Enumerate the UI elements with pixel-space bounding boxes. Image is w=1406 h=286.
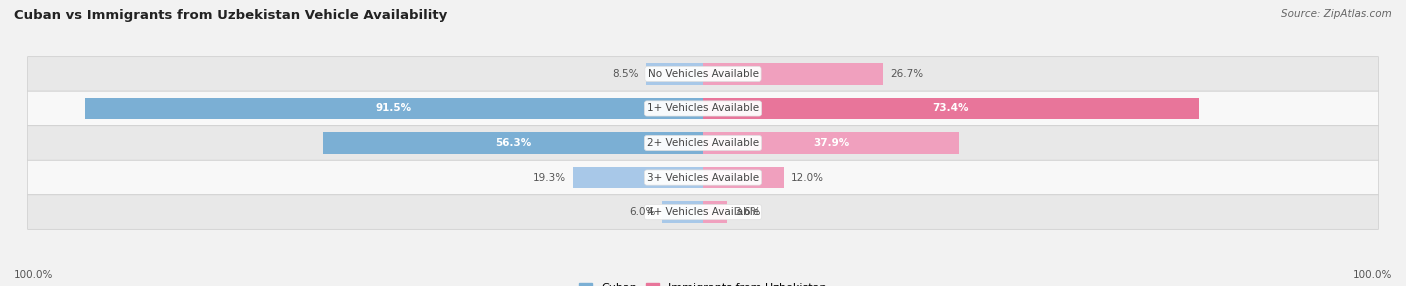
- Bar: [662, 201, 703, 223]
- Text: 8.5%: 8.5%: [613, 69, 638, 79]
- Legend: Cuban, Immigrants from Uzbekistan: Cuban, Immigrants from Uzbekistan: [579, 283, 827, 286]
- Bar: [703, 167, 785, 188]
- Text: Cuban vs Immigrants from Uzbekistan Vehicle Availability: Cuban vs Immigrants from Uzbekistan Vehi…: [14, 9, 447, 21]
- FancyBboxPatch shape: [28, 195, 1378, 229]
- Text: 91.5%: 91.5%: [375, 104, 412, 114]
- Bar: [703, 132, 959, 154]
- Bar: [572, 167, 703, 188]
- Text: 12.0%: 12.0%: [790, 172, 824, 182]
- Text: 6.0%: 6.0%: [630, 207, 655, 217]
- Text: 37.9%: 37.9%: [813, 138, 849, 148]
- Text: 3+ Vehicles Available: 3+ Vehicles Available: [647, 172, 759, 182]
- Text: 100.0%: 100.0%: [14, 270, 53, 280]
- Text: 1+ Vehicles Available: 1+ Vehicles Available: [647, 104, 759, 114]
- Bar: [703, 63, 883, 85]
- Bar: [84, 98, 703, 119]
- Bar: [323, 132, 703, 154]
- Text: 4+ Vehicles Available: 4+ Vehicles Available: [647, 207, 759, 217]
- Text: 19.3%: 19.3%: [533, 172, 565, 182]
- Text: Source: ZipAtlas.com: Source: ZipAtlas.com: [1281, 9, 1392, 19]
- FancyBboxPatch shape: [28, 126, 1378, 160]
- Text: 26.7%: 26.7%: [890, 69, 924, 79]
- FancyBboxPatch shape: [28, 57, 1378, 91]
- FancyBboxPatch shape: [28, 160, 1378, 195]
- Bar: [645, 63, 703, 85]
- Bar: [703, 201, 727, 223]
- Text: 2+ Vehicles Available: 2+ Vehicles Available: [647, 138, 759, 148]
- Text: No Vehicles Available: No Vehicles Available: [648, 69, 758, 79]
- Text: 100.0%: 100.0%: [1353, 270, 1392, 280]
- Bar: [703, 98, 1199, 119]
- Text: 3.6%: 3.6%: [734, 207, 761, 217]
- Text: 56.3%: 56.3%: [495, 138, 531, 148]
- Text: 73.4%: 73.4%: [932, 104, 969, 114]
- FancyBboxPatch shape: [28, 91, 1378, 126]
